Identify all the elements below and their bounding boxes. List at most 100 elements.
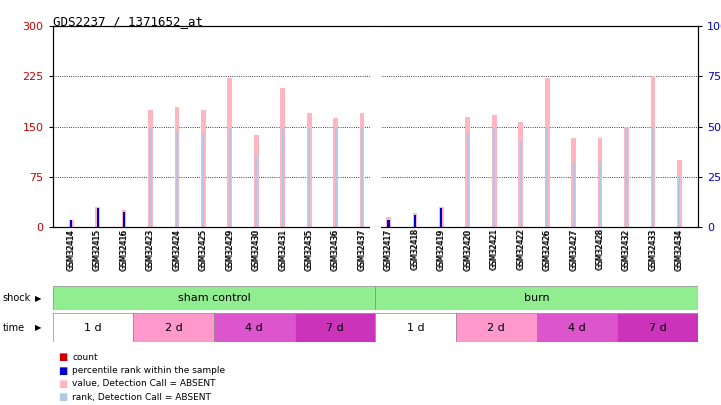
Text: GSM32425: GSM32425 (199, 229, 208, 271)
Bar (678, 175, 681, 227)
Text: ▶: ▶ (35, 323, 41, 332)
Bar (414, 215, 416, 227)
Text: 7 d: 7 d (326, 323, 344, 333)
Text: 1 d: 1 d (407, 323, 425, 333)
Text: ■: ■ (58, 366, 67, 375)
Bar (466, 133, 469, 227)
Text: value, Detection Call = ABSENT: value, Detection Call = ABSENT (72, 379, 216, 388)
Bar (493, 128, 495, 227)
Bar (598, 138, 603, 227)
Bar (203, 133, 205, 227)
Text: GSM32414: GSM32414 (66, 229, 76, 271)
Text: sham control: sham control (177, 293, 250, 303)
Text: GSM32424: GSM32424 (172, 229, 182, 271)
Bar (174, 107, 180, 227)
Bar (254, 134, 259, 227)
Text: GSM32419: GSM32419 (437, 229, 446, 271)
Bar (520, 141, 522, 227)
Text: 4 d: 4 d (568, 323, 585, 333)
Bar (308, 128, 310, 227)
Text: GSM32423: GSM32423 (146, 229, 155, 271)
Bar (227, 79, 232, 227)
Text: GSM32426: GSM32426 (543, 229, 552, 271)
Bar (456, 313, 536, 342)
Text: burn: burn (523, 293, 549, 303)
Bar (518, 122, 523, 227)
Bar (306, 113, 311, 227)
Bar (375, 286, 698, 310)
Bar (536, 313, 617, 342)
Bar (133, 313, 214, 342)
Text: GSM32415: GSM32415 (93, 229, 102, 271)
Text: percentile rank within the sample: percentile rank within the sample (72, 366, 225, 375)
Text: GSM32422: GSM32422 (516, 229, 525, 271)
Text: ■: ■ (58, 352, 67, 362)
Text: shock: shock (3, 293, 31, 303)
Bar (624, 126, 629, 227)
Bar (229, 128, 231, 227)
Bar (492, 115, 497, 227)
Bar (370, 227, 381, 306)
Bar (439, 207, 444, 227)
Text: GSM32418: GSM32418 (410, 229, 420, 271)
Bar (282, 128, 284, 227)
Bar (387, 220, 389, 227)
Text: GSM32431: GSM32431 (278, 229, 287, 271)
Text: GSM32429: GSM32429 (226, 229, 234, 271)
Text: GSM32427: GSM32427 (569, 229, 578, 271)
Bar (412, 213, 417, 227)
Bar (97, 208, 99, 227)
Text: GSM32436: GSM32436 (331, 229, 340, 271)
Text: GSM32430: GSM32430 (252, 229, 261, 271)
Bar (571, 138, 576, 227)
Bar (176, 131, 178, 227)
Bar (335, 128, 337, 227)
Bar (650, 77, 655, 227)
Bar (375, 313, 456, 342)
Text: GSM32428: GSM32428 (596, 229, 605, 271)
Bar (677, 160, 682, 227)
Text: GSM32435: GSM32435 (305, 229, 314, 271)
Text: GSM32432: GSM32432 (622, 229, 631, 271)
Bar (95, 207, 100, 227)
Bar (572, 161, 575, 227)
Text: GDS2237 / 1371652_at: GDS2237 / 1371652_at (53, 15, 203, 28)
Text: 1 d: 1 d (84, 323, 102, 333)
Bar (53, 286, 375, 310)
Bar (149, 128, 151, 227)
Bar (466, 117, 470, 227)
Text: count: count (72, 353, 98, 362)
Bar (599, 161, 601, 227)
Bar (441, 208, 443, 227)
Bar (545, 79, 549, 227)
Bar (68, 220, 74, 227)
Bar (617, 313, 698, 342)
Bar (201, 110, 205, 227)
Bar (360, 113, 364, 227)
Text: GSM32420: GSM32420 (464, 229, 472, 271)
Bar (280, 88, 285, 227)
Bar (70, 220, 72, 227)
Text: GSM32437: GSM32437 (358, 229, 366, 271)
Text: GSM32421: GSM32421 (490, 229, 499, 271)
Bar (370, 26, 381, 227)
Text: rank, Detection Call = ABSENT: rank, Detection Call = ABSENT (72, 393, 211, 402)
Text: 4 d: 4 d (245, 323, 263, 333)
Bar (53, 313, 133, 342)
Bar (255, 155, 257, 227)
Text: ■: ■ (58, 392, 67, 402)
Bar (625, 128, 627, 227)
Text: GSM32416: GSM32416 (120, 229, 128, 271)
Bar (122, 210, 126, 227)
Text: GSM32434: GSM32434 (675, 229, 684, 271)
Bar (148, 110, 153, 227)
Bar (546, 126, 548, 227)
Bar (361, 126, 363, 227)
Bar (214, 313, 295, 342)
Text: GSM32433: GSM32433 (648, 229, 658, 271)
Text: ■: ■ (58, 379, 67, 389)
Bar (295, 313, 375, 342)
Bar (386, 217, 391, 227)
Text: 2 d: 2 d (487, 323, 505, 333)
Bar (123, 212, 125, 227)
